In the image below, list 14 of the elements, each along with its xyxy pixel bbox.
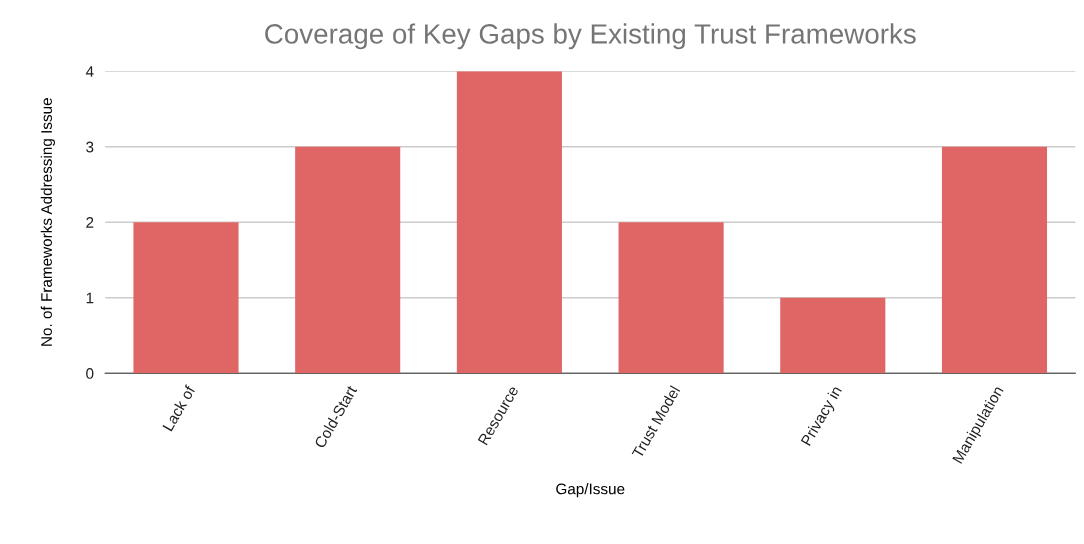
bar <box>780 297 886 374</box>
bar <box>941 146 1048 374</box>
y-tick-label: 1 <box>86 292 94 304</box>
bar <box>456 71 562 374</box>
chart-title: Coverage of Key Gaps by Existing Trust Frameworks <box>265 23 916 50</box>
bar <box>295 146 401 374</box>
x-axis-title: Gap/Issue <box>556 483 625 498</box>
y-tick-label: 3 <box>86 141 94 153</box>
y-tick-label: 2 <box>86 217 94 228</box>
y-tick-label: 0 <box>86 368 94 379</box>
y-tick-label: 4 <box>85 66 94 77</box>
bar <box>618 222 724 374</box>
y-axis-title: No. of Frameworks Addressing Issue <box>40 98 55 346</box>
bar <box>133 222 239 374</box>
